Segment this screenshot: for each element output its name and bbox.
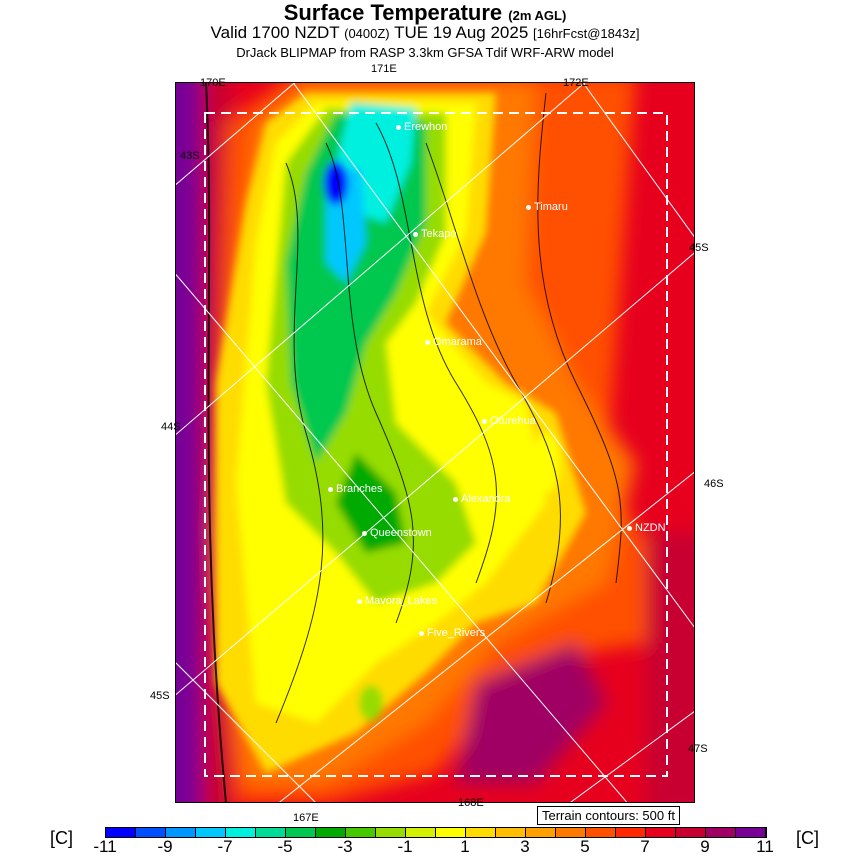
colorbar-swatch — [466, 828, 496, 837]
colorbar-tick-label: 11 — [756, 837, 774, 856]
colorbar-swatch — [136, 828, 166, 837]
colorbar-swatch — [196, 828, 226, 837]
colorbar-swatch — [376, 828, 406, 837]
city-marker-icon — [357, 598, 362, 604]
city-marker-icon — [526, 204, 531, 210]
colorbar-swatch — [256, 828, 286, 837]
city-mavora-lakes: Mavora_Lakes — [357, 595, 437, 607]
city-marker-icon — [413, 231, 418, 237]
lat-label-44s: 44S — [161, 421, 181, 433]
colorbar-swatch — [496, 828, 526, 837]
city-marker-icon — [362, 530, 367, 536]
city-queenstown: Queenstown — [362, 527, 432, 539]
city-label: Queenstown — [370, 527, 432, 539]
city-omarama: Omarama — [425, 336, 482, 348]
colorbar-swatch — [346, 828, 376, 837]
lat-lon-grid — [176, 83, 694, 802]
city-oturehua: Oturehua — [482, 415, 536, 427]
colorbar-swatch — [286, 828, 316, 837]
city-marker-icon — [482, 418, 487, 424]
city-label: Oturehua — [490, 415, 536, 427]
colorbar-swatch — [556, 828, 586, 837]
lat-label-46s: 46S — [704, 478, 724, 490]
colorbar-swatch — [706, 828, 736, 837]
city-tekapo: Tekapo — [413, 228, 456, 240]
lat-label-45s-right: 45S — [689, 242, 709, 254]
colorbar-swatch — [736, 828, 766, 837]
lon-label-167e: 167E — [293, 812, 319, 824]
city-alexandra: Alexandra — [453, 493, 511, 505]
colorbar-tick-label: -9 — [157, 837, 173, 856]
colorbar-tick-label: -7 — [217, 837, 233, 856]
colorbar-swatch — [646, 828, 676, 837]
colorbar-tick-label: -1 — [397, 837, 413, 856]
colorbar-swatch — [226, 828, 256, 837]
lat-label-43s: 43S — [180, 150, 200, 162]
colorbar-swatch — [616, 828, 646, 837]
colorbar-unit-left: [C] — [50, 828, 74, 848]
city-nzdn: NZDN — [627, 522, 666, 534]
city-erewhon: Erewhon — [396, 121, 447, 133]
valid-date: TUE 19 Aug 2025 — [394, 23, 529, 42]
valid-prefix: Valid 1700 NZDT — [210, 23, 340, 42]
city-timaru: Timaru — [526, 201, 568, 213]
city-label: Branches — [336, 483, 383, 495]
colorbar-swatch — [526, 828, 556, 837]
city-label: NZDN — [635, 522, 666, 534]
city-label: Mavora_Lakes — [365, 595, 438, 607]
temperature-map[interactable]: Erewhon Timaru Tekapo Omarama Oturehua A… — [175, 82, 695, 803]
terrain-contours — [205, 83, 622, 802]
city-label: Five_Rivers — [427, 627, 486, 639]
colorbar-tick-label: -11 — [93, 837, 117, 856]
colorbar-tick-label: -5 — [277, 837, 293, 856]
valid-time: Valid 1700 NZDT (0400Z) TUE 19 Aug 2025 … — [0, 23, 850, 43]
colorbar-swatch — [406, 828, 436, 837]
city-label: Tekapo — [421, 228, 457, 240]
city-marker-icon — [453, 496, 458, 502]
colorbar-tick-label: 7 — [640, 837, 650, 856]
colorbar-swatch — [676, 828, 706, 837]
temperature-field — [176, 83, 694, 802]
colorbar-tick-label: 5 — [580, 837, 590, 856]
title-text: Surface Temperature — [283, 0, 503, 25]
city-marker-icon — [425, 339, 430, 345]
subtitle: DrJack BLIPMAP from RASP 3.3km GFSA Tdif… — [236, 45, 614, 60]
city-label: Erewhon — [404, 121, 448, 133]
colorbar-tick-label: 1 — [460, 837, 470, 856]
valid-utc: (0400Z) — [344, 26, 390, 41]
city-branches: Branches — [328, 483, 382, 495]
colorbar-unit-right: [C] — [796, 828, 820, 848]
lat-label-45s-left: 45S — [150, 690, 170, 702]
title-suffix: (2m AGL) — [508, 8, 567, 23]
city-marker-icon — [396, 124, 401, 130]
colorbar-tick-label: -3 — [337, 837, 353, 856]
colorbar-swatch — [106, 828, 136, 837]
colorbar-tick-label: 9 — [700, 837, 710, 856]
city-label: Alexandra — [461, 493, 511, 505]
map-title: Surface Temperature (2m AGL) — [0, 0, 850, 26]
colorbar-swatch — [436, 828, 466, 837]
colorbar-swatch — [586, 828, 616, 837]
colorbar-swatch — [316, 828, 346, 837]
colorbar-tick-label: 3 — [520, 837, 530, 856]
lon-label-172e: 172E — [563, 77, 589, 89]
lat-label-47s: 47S — [688, 743, 708, 755]
lon-label-170e: 170E — [200, 77, 226, 89]
city-marker-icon — [419, 630, 424, 636]
lon-label-168e: 168E — [458, 797, 484, 809]
terrain-contours-note: Terrain contours: 500 ft — [537, 806, 680, 825]
forecast-info: [16hrFcst@1843z] — [533, 26, 640, 41]
colorbar — [105, 827, 767, 838]
city-label: Omarama — [433, 336, 482, 348]
city-marker-icon — [627, 525, 632, 531]
domain-boundary — [204, 112, 668, 777]
city-five-rivers: Five_Rivers — [419, 627, 485, 639]
city-marker-icon — [328, 486, 333, 492]
colorbar-swatch — [166, 828, 196, 837]
lon-label-171e: 171E — [371, 63, 397, 75]
city-label: Timaru — [534, 201, 568, 213]
